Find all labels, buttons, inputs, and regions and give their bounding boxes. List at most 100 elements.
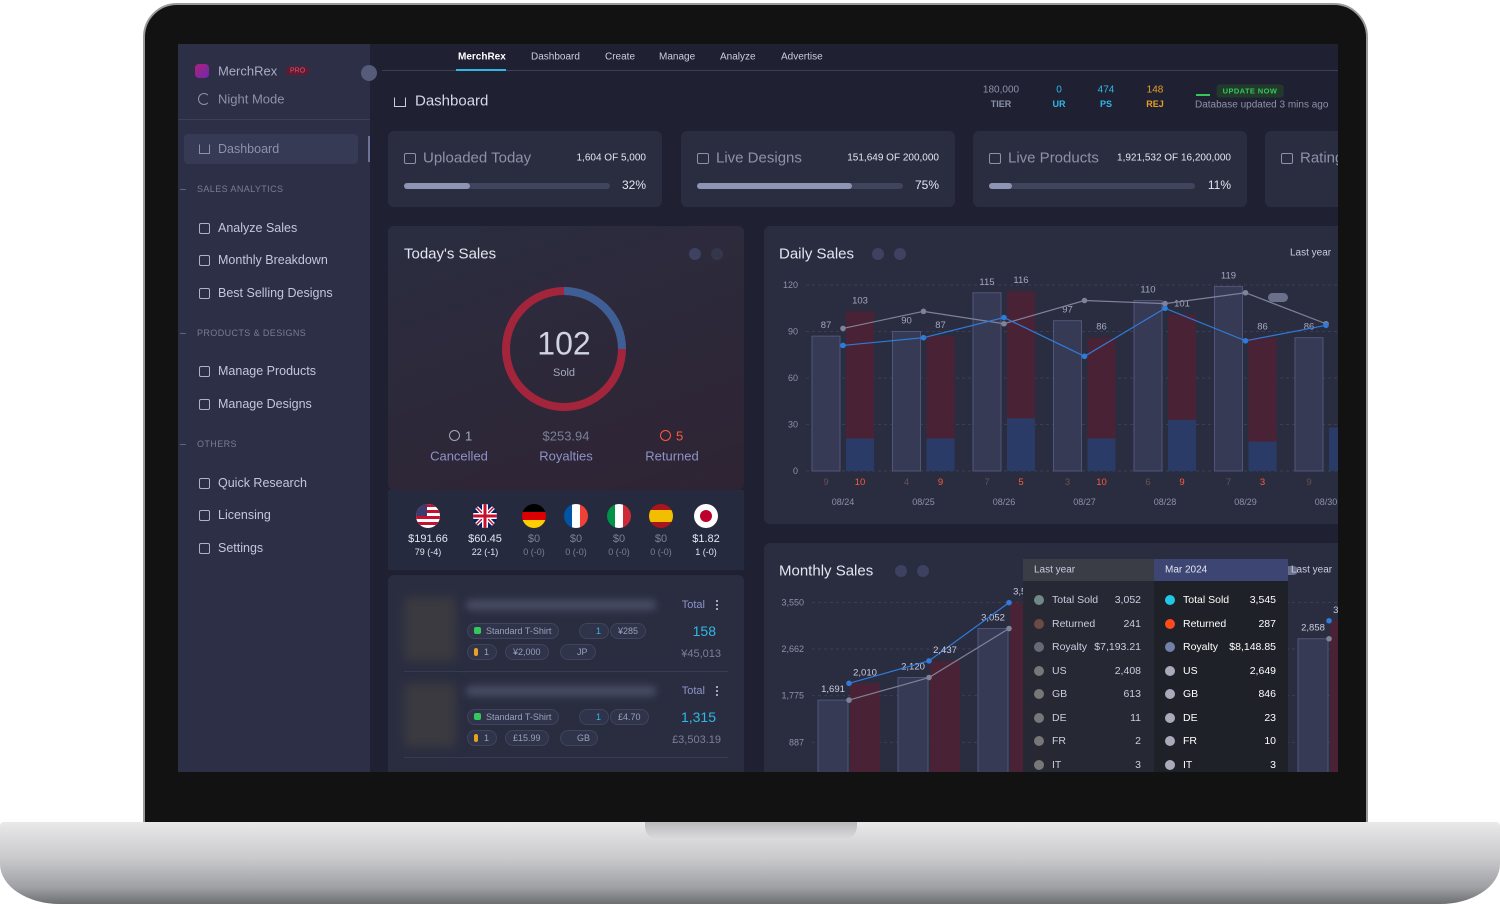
row-marker bbox=[1165, 713, 1175, 723]
stat-value: 0 bbox=[1056, 84, 1062, 96]
home-icon bbox=[394, 97, 406, 107]
top-nav-link[interactable]: Advertise bbox=[781, 51, 823, 63]
market-amount: $191.66 bbox=[408, 533, 448, 545]
divider bbox=[404, 757, 728, 758]
legend-label[interactable]: Last year bbox=[1291, 564, 1333, 576]
product-revenue: £3,503.19 bbox=[672, 734, 721, 746]
row-marker bbox=[1165, 619, 1175, 629]
kpi-icon bbox=[697, 153, 709, 164]
tooltip-label: Royalty bbox=[1052, 641, 1088, 653]
next-button[interactable] bbox=[917, 565, 929, 577]
active-item[interactable] bbox=[184, 134, 358, 164]
tooltip-col bbox=[1023, 559, 1154, 772]
bar bbox=[1168, 419, 1196, 471]
kpi-title: Live Designs bbox=[716, 149, 802, 167]
y-tick-label: 30 bbox=[788, 420, 798, 430]
product-thumbnail bbox=[404, 683, 456, 747]
tooltip-label: US bbox=[1052, 665, 1067, 677]
tooltip-value: 241 bbox=[1123, 618, 1141, 630]
x-tick-label: 08/26 bbox=[993, 497, 1016, 507]
screen: MerchRex PRO Night Mode Dashboard SALES ANAL… bbox=[178, 44, 1338, 772]
card bbox=[388, 226, 744, 490]
line-point bbox=[1326, 635, 1332, 642]
product-title-blurred bbox=[466, 600, 656, 610]
divider bbox=[178, 119, 370, 120]
nav-item[interactable]: Analyze Sales bbox=[218, 221, 298, 235]
menu-dots[interactable] bbox=[716, 686, 720, 696]
bar bbox=[977, 628, 1009, 772]
sold-label: Sold bbox=[552, 367, 576, 379]
line-point bbox=[1323, 322, 1329, 329]
list-price-pill: ¥2,000 bbox=[505, 644, 549, 660]
flag-icon bbox=[694, 504, 718, 528]
kpi-percent: 75% bbox=[914, 178, 939, 192]
toggle[interactable] bbox=[1268, 293, 1288, 302]
product-type-pill: Standard T-Shirt bbox=[467, 709, 560, 725]
row-marker bbox=[1034, 619, 1044, 629]
data-label: 86 bbox=[1257, 322, 1268, 333]
logo bbox=[195, 64, 209, 78]
tooltip-value: 23 bbox=[1264, 712, 1276, 724]
top-nav-link[interactable]: Create bbox=[605, 51, 636, 63]
menu-dots[interactable] bbox=[716, 600, 720, 610]
cancelled-count: 1 bbox=[465, 428, 473, 444]
bar bbox=[1087, 438, 1116, 471]
y-tick-label: 90 bbox=[788, 327, 798, 337]
progress-track bbox=[989, 183, 1195, 189]
row-marker bbox=[1034, 689, 1044, 699]
divider bbox=[404, 671, 728, 672]
stat-value: 474 bbox=[1097, 84, 1115, 96]
data-label: 119 bbox=[1221, 271, 1236, 282]
top-nav-link[interactable]: Manage bbox=[659, 51, 696, 63]
market-amount: $1.82 bbox=[692, 533, 720, 545]
update-button[interactable]: UPDATE NOW bbox=[1216, 84, 1284, 98]
returned-label: 3 bbox=[1260, 477, 1265, 488]
legend-label[interactable]: Last year bbox=[1290, 247, 1332, 259]
tooltip-label: US bbox=[1183, 665, 1198, 677]
bar bbox=[846, 438, 874, 471]
nav-item[interactable]: Best Selling Designs bbox=[218, 286, 333, 300]
nav-item[interactable]: Quick Research bbox=[218, 476, 307, 490]
ring-arc bbox=[563, 287, 626, 350]
nav-item[interactable]: Dashboard bbox=[218, 142, 280, 156]
toggle[interactable] bbox=[1278, 566, 1298, 575]
bar bbox=[850, 683, 880, 772]
kpi-card bbox=[973, 131, 1247, 207]
nav-item[interactable]: Manage Products bbox=[218, 364, 316, 378]
night-mode-toggle[interactable]: Night Mode bbox=[218, 91, 285, 107]
product-type-pill: Standard T-Shirt bbox=[467, 623, 560, 639]
nav-item[interactable]: Monthly Breakdown bbox=[218, 253, 328, 267]
tooltip-label: Returned bbox=[1052, 618, 1096, 630]
pro-badge: PRO bbox=[286, 66, 310, 76]
kpi-title: Rating bbox=[1300, 149, 1338, 167]
data-label: 2,010 bbox=[853, 667, 877, 678]
returned-label: 3 bbox=[1065, 477, 1070, 488]
bar bbox=[817, 699, 849, 772]
section-title: SALES ANALYTICS bbox=[197, 184, 284, 194]
collapse-button[interactable] bbox=[361, 65, 377, 81]
top-nav-link[interactable]: MerchRex bbox=[458, 51, 506, 63]
kpi-count: 1,921,532 OF 16,200,000 bbox=[1117, 152, 1231, 164]
prev-button[interactable] bbox=[689, 248, 701, 260]
next-button[interactable] bbox=[894, 248, 906, 260]
bar bbox=[811, 335, 841, 472]
tooltip-label: GB bbox=[1183, 688, 1199, 700]
returned-count: 5 bbox=[676, 428, 684, 444]
prev-button[interactable] bbox=[872, 248, 884, 260]
prev-button[interactable] bbox=[895, 565, 907, 577]
bar bbox=[1330, 620, 1338, 772]
x-tick-label: 08/28 bbox=[1154, 497, 1177, 507]
shirt-icon bbox=[474, 627, 481, 634]
nav-item[interactable]: Settings bbox=[218, 541, 264, 555]
next-button[interactable] bbox=[711, 248, 723, 260]
top-nav-link[interactable]: Dashboard bbox=[531, 51, 580, 63]
tooltip-label: FR bbox=[1183, 735, 1197, 747]
nav-item[interactable]: Licensing bbox=[218, 508, 271, 522]
data-label: 90 bbox=[901, 316, 912, 327]
returned-label: Returned bbox=[645, 448, 699, 464]
top-nav-link[interactable]: Analyze bbox=[720, 51, 756, 63]
kpi-icon bbox=[404, 153, 416, 164]
progress-bar bbox=[989, 183, 1012, 189]
row-marker bbox=[1165, 666, 1175, 676]
nav-item[interactable]: Manage Designs bbox=[218, 397, 312, 411]
